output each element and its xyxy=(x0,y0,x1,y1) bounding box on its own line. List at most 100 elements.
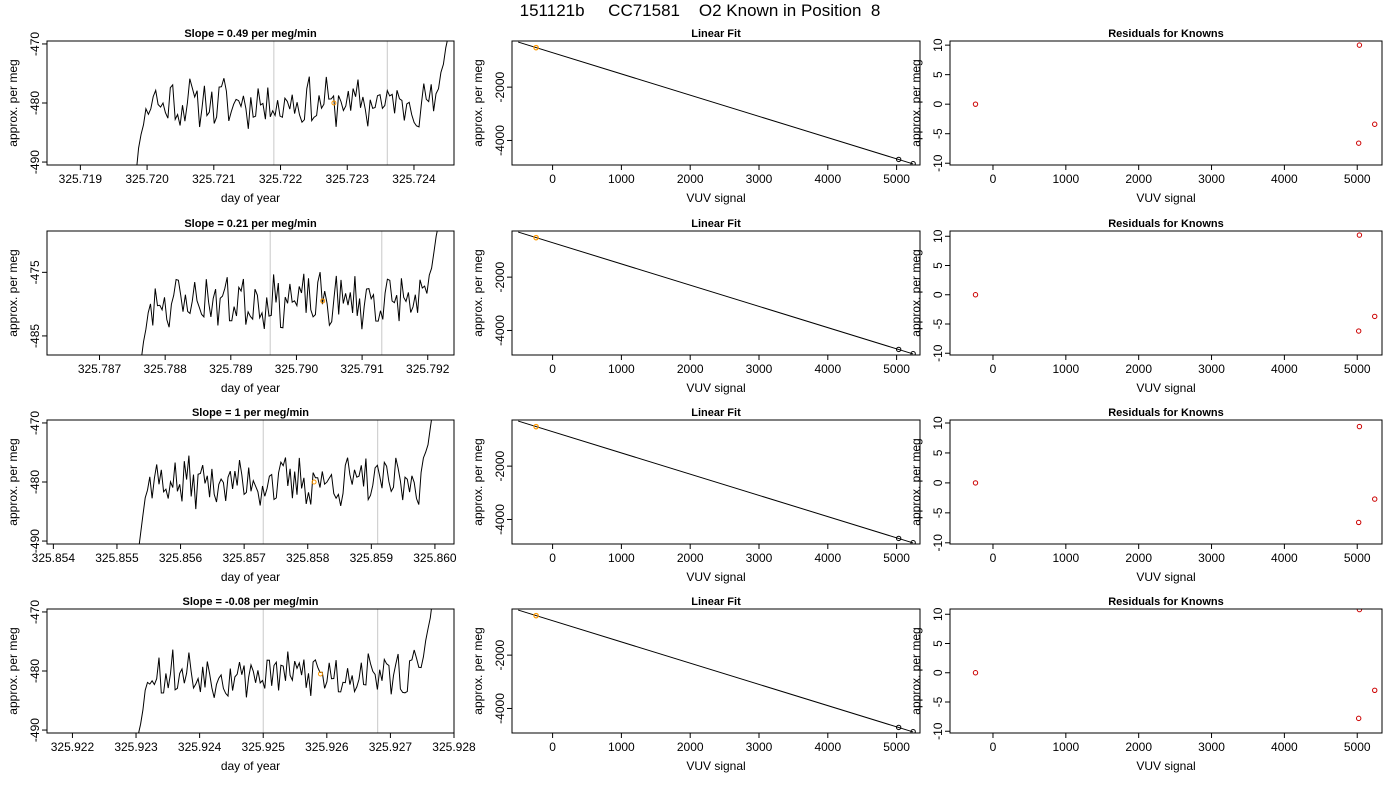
y-tick-label: -475 xyxy=(28,260,42,284)
x-axis-label: VUV signal xyxy=(686,191,745,205)
chart-panel-residuals-row-4: Residuals for Knowns 0 1000 2000 3000 4000 500… xyxy=(909,596,1383,773)
x-tick-label: 2000 xyxy=(677,740,704,754)
x-tick-label: 3000 xyxy=(746,362,773,376)
x-tick-label: 1000 xyxy=(608,362,635,376)
x-tick-label: 325.722 xyxy=(259,172,303,186)
x-tick-label: 2000 xyxy=(1125,740,1152,754)
known-point xyxy=(895,535,902,542)
plot-frame xyxy=(949,40,1383,166)
y-tick-label: 10 xyxy=(931,38,945,52)
x-tick-label: 325.924 xyxy=(178,740,222,754)
x-tick-label: 1000 xyxy=(1052,172,1079,186)
x-axis-label: VUV signal xyxy=(686,570,745,584)
x-tick-label: 325.724 xyxy=(392,172,436,186)
chart-panel-residuals-row-1: Residuals for Knowns 0 1000 2000 3000 4000 500… xyxy=(909,28,1383,205)
y-tick-label: -4000 xyxy=(493,693,507,724)
chart-title: Linear Fit xyxy=(691,218,741,230)
known-point xyxy=(895,156,902,163)
mean-marker xyxy=(317,671,323,677)
known-point xyxy=(910,539,916,544)
y-tick-label: -480 xyxy=(28,470,42,494)
y-tick-label: 0 xyxy=(931,479,945,486)
y-tick-label: 0 xyxy=(931,291,945,298)
x-axis-label: VUV signal xyxy=(1136,570,1195,584)
signal-trace xyxy=(136,41,448,165)
x-tick-label: 325.788 xyxy=(143,362,187,376)
x-tick-label: 325.922 xyxy=(51,740,95,754)
x-axis-label: VUV signal xyxy=(1136,759,1195,773)
x-tick-label: 325.855 xyxy=(95,551,139,565)
residual-point xyxy=(1356,232,1363,238)
mean-marker xyxy=(311,479,317,485)
plot-frame xyxy=(949,419,1383,545)
x-tick-label: 0 xyxy=(990,551,997,565)
known-point xyxy=(895,346,902,353)
y-tick-label: -485 xyxy=(28,324,42,348)
x-tick-label: 2000 xyxy=(677,551,704,565)
known-point xyxy=(910,350,916,355)
fit-line xyxy=(518,420,914,544)
residual-point xyxy=(1355,715,1362,722)
y-axis-label: approx. per meg xyxy=(471,59,485,146)
plot-frame xyxy=(46,608,455,734)
x-tick-label: 1000 xyxy=(1052,362,1079,376)
mean-marker xyxy=(320,298,326,304)
x-tick-label: 5000 xyxy=(883,740,910,754)
residual-point xyxy=(972,670,979,676)
x-tick-label: 325.790 xyxy=(275,362,319,376)
x-tick-label: 2000 xyxy=(1125,172,1152,186)
fit-line xyxy=(518,609,914,733)
y-tick-label: -470 xyxy=(28,32,42,56)
y-tick-label: 10 xyxy=(931,416,945,430)
y-axis-label: approx. per meg xyxy=(909,438,923,525)
x-tick-label: 5000 xyxy=(883,551,910,565)
x-tick-label: 5000 xyxy=(883,172,910,186)
mean-marker xyxy=(331,100,337,106)
x-tick-label: 325.928 xyxy=(432,740,476,754)
y-axis-label: approx. per meg xyxy=(6,59,20,146)
x-tick-label: 5000 xyxy=(1344,362,1371,376)
y-tick-label: 0 xyxy=(931,101,945,108)
known-point xyxy=(910,728,916,733)
plot-area xyxy=(518,609,916,733)
x-tick-label: 325.719 xyxy=(59,172,103,186)
x-tick-label: 1000 xyxy=(608,172,635,186)
chart-panel-time-series-row-1: Slope = 0.49 per meg/min 325.719 325.720 32… xyxy=(6,28,455,205)
plot-area xyxy=(136,41,448,165)
x-tick-label: 4000 xyxy=(814,362,841,376)
x-tick-label: 5000 xyxy=(883,362,910,376)
y-tick-label: -10 xyxy=(931,722,945,740)
y-tick-label: -4000 xyxy=(493,315,507,346)
y-tick-label: -5 xyxy=(931,318,945,329)
x-tick-label: 0 xyxy=(990,172,997,186)
residual-point xyxy=(972,101,979,107)
x-tick-label: 325.787 xyxy=(78,362,122,376)
x-tick-label: 3000 xyxy=(746,740,773,754)
y-axis-label: approx. per meg xyxy=(909,627,923,714)
x-tick-label: 325.927 xyxy=(369,740,413,754)
x-tick-label: 4000 xyxy=(1271,551,1298,565)
x-tick-label: 325.854 xyxy=(32,551,76,565)
plot-area xyxy=(972,232,1378,334)
chart-title: Linear Fit xyxy=(691,28,741,40)
y-tick-label: -5 xyxy=(931,128,945,139)
y-tick-label: -470 xyxy=(28,600,42,624)
y-axis-label: approx. per meg xyxy=(6,438,20,525)
chart-title: Slope = 0.49 per meg/min xyxy=(184,28,317,40)
x-tick-label: 0 xyxy=(549,362,556,376)
x-tick-label: 2000 xyxy=(1125,362,1152,376)
x-tick-label: 3000 xyxy=(1198,551,1225,565)
x-tick-label: 2000 xyxy=(677,172,704,186)
y-tick-label: -2000 xyxy=(493,450,507,481)
residual-point xyxy=(1356,423,1363,430)
x-axis-label: VUV signal xyxy=(1136,381,1195,395)
chart-panel-linear-fit-row-1: Linear Fit 0 1000 2000 3000 4000 5000 -4000 -200… xyxy=(471,28,921,205)
x-tick-label: 325.925 xyxy=(242,740,286,754)
y-tick-label: 5 xyxy=(931,449,945,456)
unknown-point xyxy=(533,234,539,241)
y-axis-label: approx. per meg xyxy=(6,249,20,336)
x-tick-label: 3000 xyxy=(1198,362,1225,376)
x-tick-label: 4000 xyxy=(814,740,841,754)
unknown-point xyxy=(533,423,539,430)
chart-title: Linear Fit xyxy=(691,407,741,419)
